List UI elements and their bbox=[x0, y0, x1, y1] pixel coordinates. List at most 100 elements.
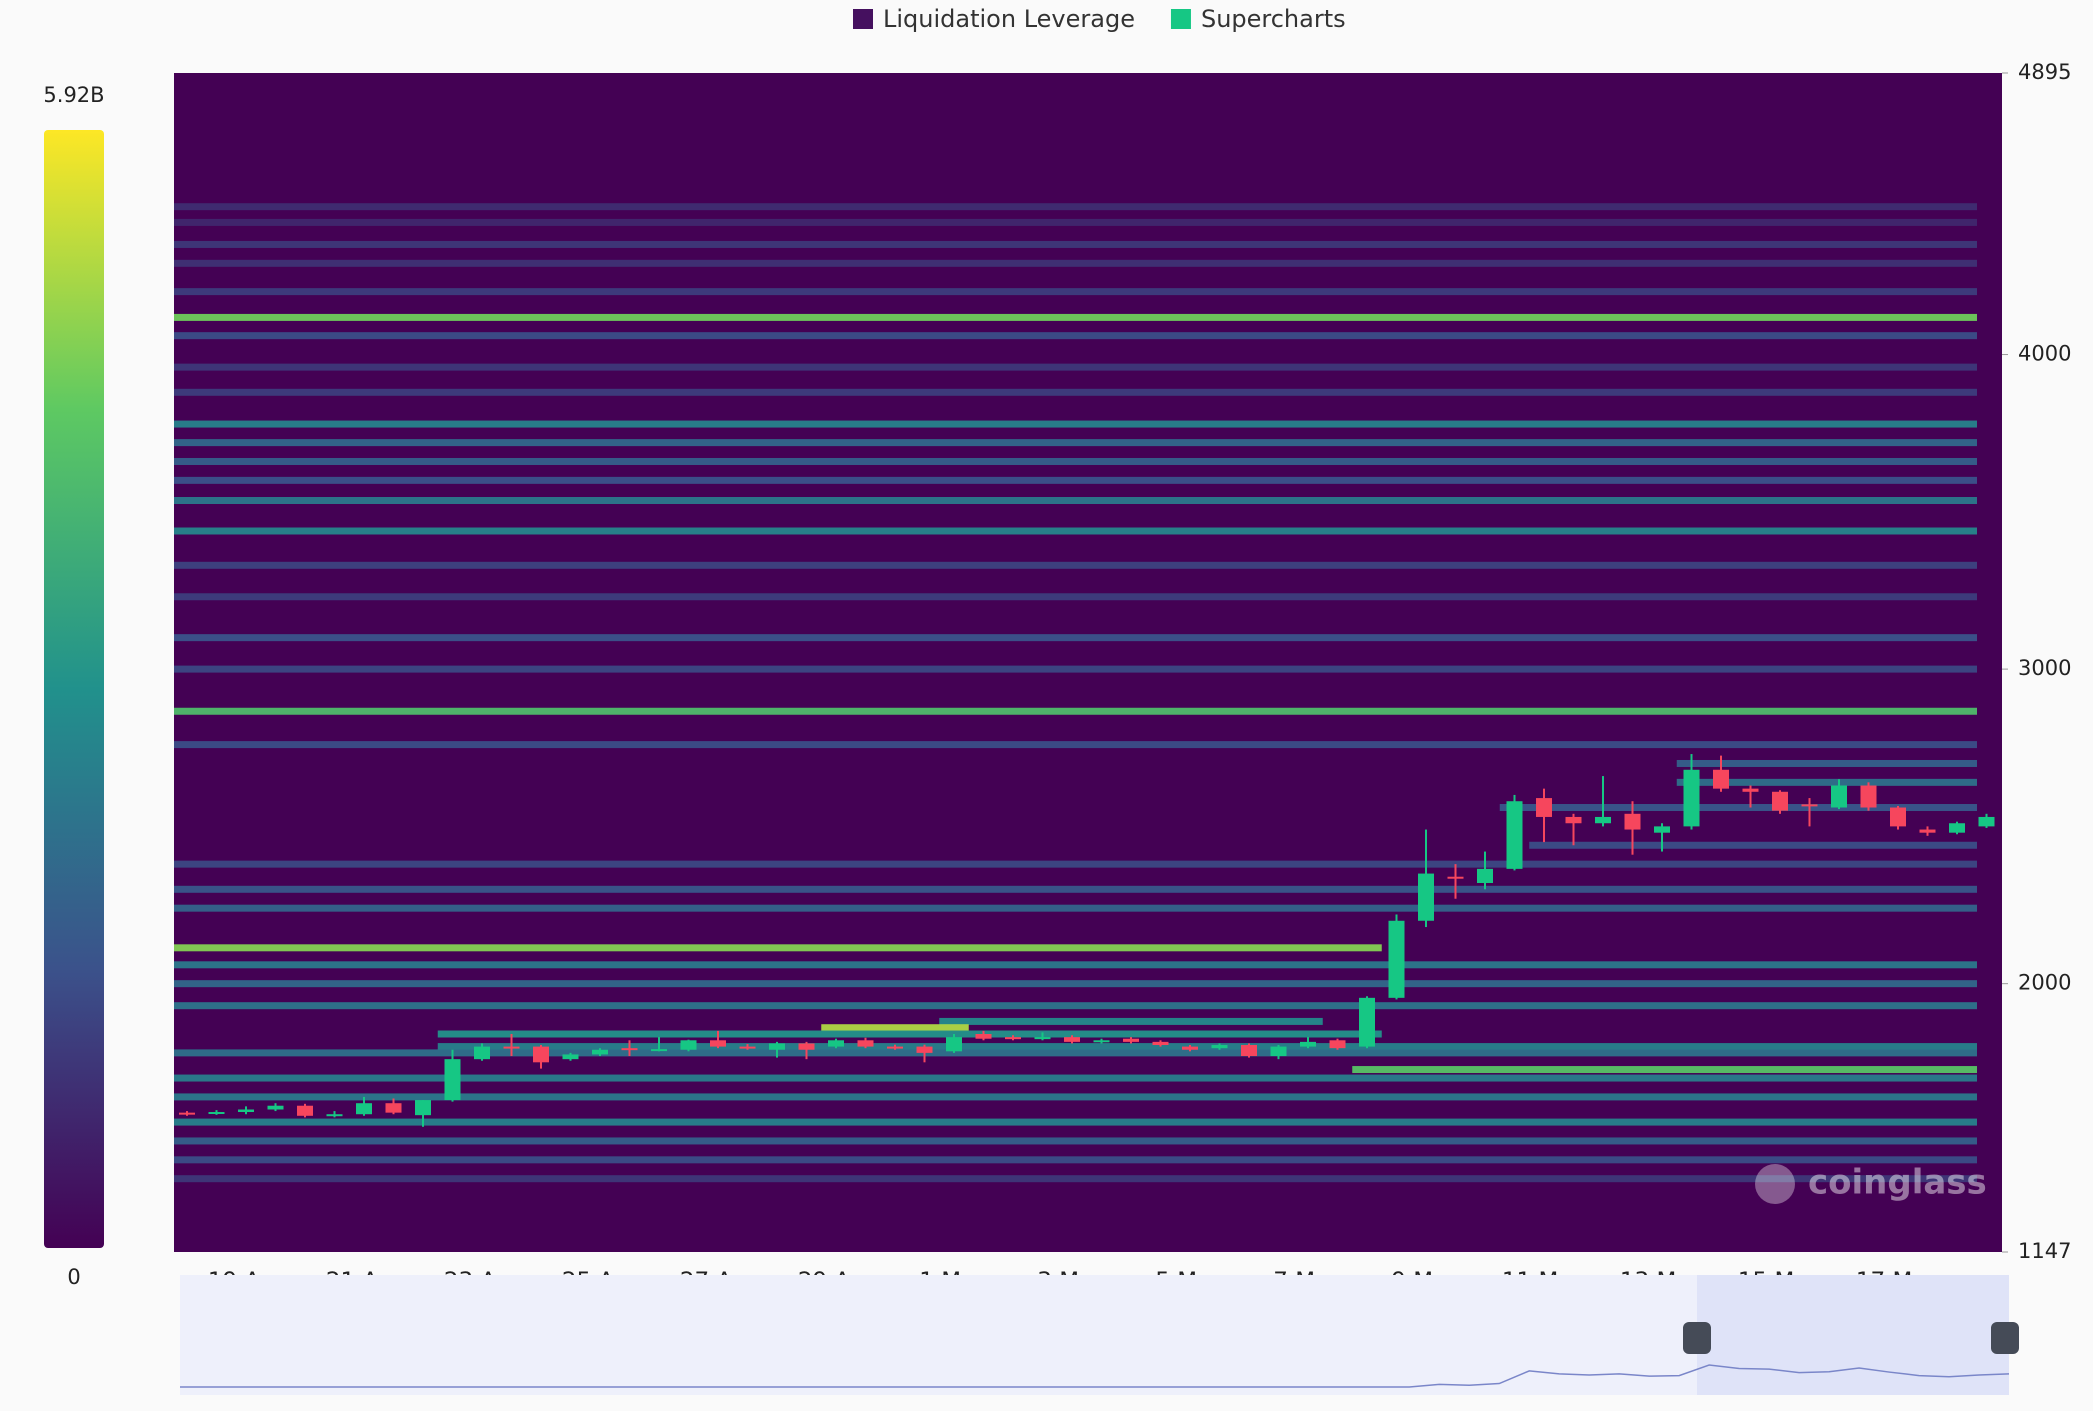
candle-body bbox=[1595, 816, 1611, 824]
heat-band bbox=[174, 259, 1977, 267]
candle-body bbox=[1241, 1045, 1257, 1057]
legend-label: Liquidation Leverage bbox=[883, 5, 1135, 33]
candle-body bbox=[798, 1043, 815, 1050]
navigator-handle[interactable] bbox=[1683, 1322, 1711, 1354]
candle-body bbox=[857, 1040, 874, 1047]
heat-band bbox=[174, 961, 1977, 969]
navigator-handle[interactable] bbox=[1991, 1322, 2019, 1354]
candle-body bbox=[356, 1103, 372, 1115]
candle-body bbox=[1536, 798, 1552, 817]
heat-band bbox=[174, 634, 1977, 642]
heat-band bbox=[174, 741, 1977, 749]
heat-band bbox=[174, 439, 1977, 447]
candle-body bbox=[1772, 791, 1788, 811]
heat-band bbox=[437, 1043, 1977, 1051]
candle-body bbox=[1919, 829, 1936, 833]
legend-swatch bbox=[853, 9, 873, 29]
navigator-selection bbox=[1697, 1275, 2009, 1395]
heat-band bbox=[174, 665, 1977, 673]
heat-band bbox=[1499, 804, 1977, 812]
heat-band bbox=[1676, 778, 1977, 786]
heat-band bbox=[174, 203, 1977, 211]
candle-body bbox=[474, 1046, 490, 1060]
heat-band bbox=[174, 240, 1977, 248]
candle-body bbox=[621, 1048, 638, 1051]
watermark: coinglass bbox=[1808, 1163, 1987, 1203]
candle-body bbox=[1713, 769, 1729, 789]
candle-body bbox=[1860, 785, 1877, 808]
candle-body bbox=[1123, 1038, 1139, 1042]
heat-band bbox=[174, 1156, 1977, 1164]
heat-band bbox=[174, 288, 1977, 296]
heat-band bbox=[174, 313, 1977, 321]
candle-body bbox=[710, 1040, 726, 1047]
candle-body bbox=[326, 1114, 343, 1117]
candle-body bbox=[1683, 769, 1700, 827]
heat-band bbox=[174, 904, 1977, 912]
heat-band bbox=[174, 218, 1977, 226]
candle-body bbox=[1329, 1040, 1346, 1049]
candle-body bbox=[916, 1046, 933, 1053]
heat-band bbox=[939, 1017, 1323, 1025]
heat-band bbox=[437, 1030, 1382, 1038]
heat-band bbox=[174, 1002, 1977, 1010]
candle-body bbox=[1565, 816, 1582, 824]
y-tick-label: 1147 bbox=[2018, 1239, 2071, 1263]
heat-band bbox=[174, 593, 1977, 601]
candle-body bbox=[1418, 873, 1434, 921]
candle-body bbox=[385, 1103, 402, 1113]
legend-swatch bbox=[1170, 9, 1191, 29]
heat-band bbox=[174, 944, 1382, 952]
colorbar-label: 0 bbox=[67, 1265, 80, 1289]
candle-body bbox=[444, 1059, 461, 1101]
candle-body bbox=[887, 1046, 903, 1049]
candle-body bbox=[297, 1105, 313, 1116]
candle-body bbox=[267, 1105, 284, 1110]
heat-band bbox=[174, 476, 1977, 484]
candle-body bbox=[1388, 920, 1405, 998]
heat-band bbox=[821, 1024, 969, 1032]
candle-body bbox=[651, 1049, 667, 1052]
candle-body bbox=[1654, 826, 1670, 833]
candle-body bbox=[1270, 1046, 1287, 1057]
heat-band bbox=[174, 980, 1977, 988]
heat-band bbox=[174, 363, 1977, 371]
candle-body bbox=[208, 1112, 225, 1115]
heatmap bbox=[174, 203, 1995, 1183]
candle-body bbox=[680, 1040, 697, 1050]
y-tick-label: 2000 bbox=[2018, 971, 2071, 995]
candle-body bbox=[1624, 813, 1641, 830]
candle-body bbox=[238, 1109, 254, 1113]
heat-band bbox=[174, 388, 1977, 396]
candle-body bbox=[1064, 1037, 1080, 1042]
candle-body bbox=[1477, 868, 1493, 884]
candle-body bbox=[1093, 1040, 1110, 1043]
candle-body bbox=[1182, 1046, 1198, 1050]
heat-band bbox=[174, 1175, 1977, 1183]
y-tick-label: 3000 bbox=[2018, 656, 2071, 680]
candle-body bbox=[828, 1040, 844, 1047]
candle-body bbox=[1152, 1041, 1169, 1046]
colorbar-label: 5.92B bbox=[43, 83, 104, 107]
candle-body bbox=[415, 1100, 431, 1116]
candle-body bbox=[946, 1037, 962, 1052]
candle-body bbox=[1801, 804, 1818, 807]
candle-body bbox=[179, 1112, 195, 1115]
heat-band bbox=[174, 1074, 1977, 1082]
candle-body bbox=[739, 1046, 756, 1049]
candle-body bbox=[1359, 997, 1375, 1047]
heat-band bbox=[1352, 1066, 1977, 1074]
y-tick-label: 4000 bbox=[2018, 342, 2071, 366]
y-tick-label: 4895 bbox=[2018, 60, 2071, 84]
heat-band bbox=[174, 496, 1977, 504]
heat-band bbox=[174, 885, 1977, 893]
candle-body bbox=[1831, 785, 1847, 808]
candle-body bbox=[975, 1034, 992, 1039]
legend-label: Supercharts bbox=[1201, 5, 1346, 33]
candle-body bbox=[1742, 788, 1759, 792]
heat-band bbox=[174, 1093, 1977, 1101]
heat-band bbox=[174, 1118, 1977, 1126]
candle-body bbox=[503, 1046, 520, 1049]
heat-band bbox=[174, 457, 1977, 465]
